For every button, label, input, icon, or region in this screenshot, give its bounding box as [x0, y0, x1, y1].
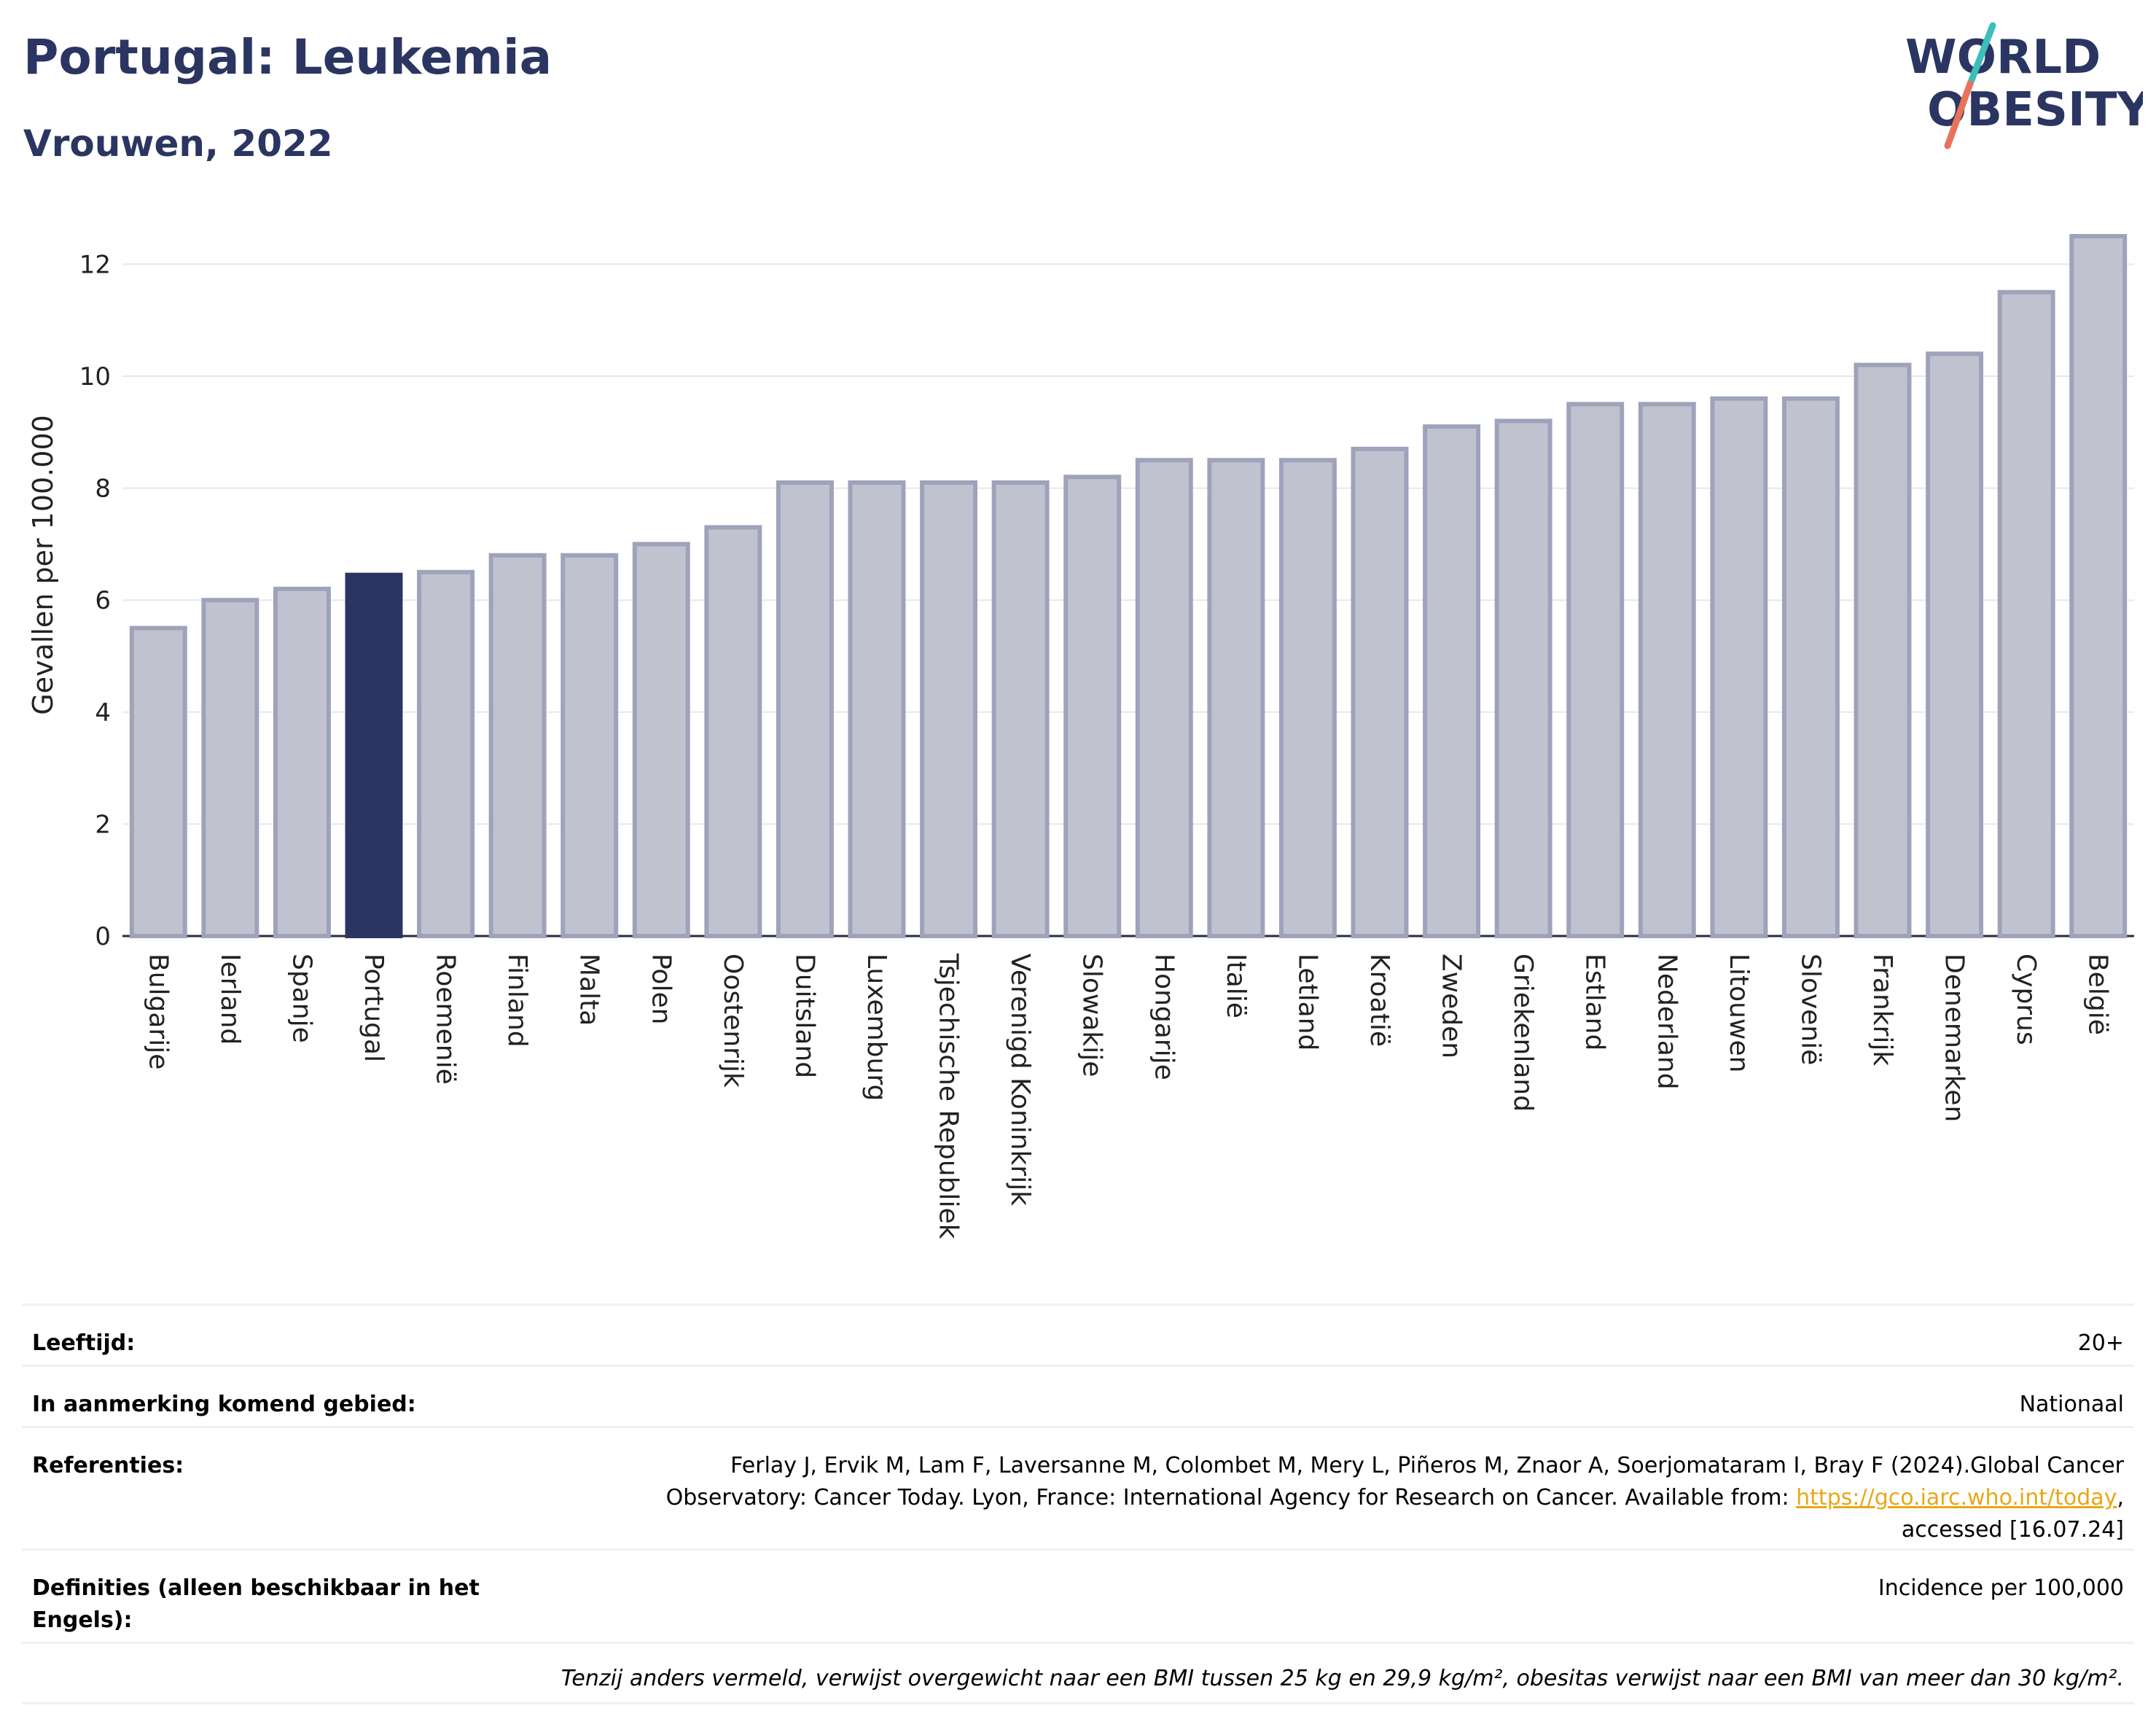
bar-letland [1278, 458, 1337, 938]
x-tick-label: Denemarken [1940, 954, 1969, 1122]
info-row-age: Leeftijd: 20+ [22, 1303, 2134, 1365]
x-tick-label: Slowakije [1077, 954, 1107, 1077]
x-tick-label: Spanje [286, 954, 316, 1043]
x-tick-label: Polen [646, 954, 676, 1024]
x-tick-labels: Bulgarije Ierland Spanje Portugal Roemenië Fi… [143, 953, 2112, 1239]
bar-nederland [1638, 402, 1696, 938]
x-tick-label: Finland [502, 954, 532, 1048]
bar-duitsland [776, 480, 834, 938]
logo-word-world: WORLD [1905, 31, 2101, 85]
references-line-2: Observatory: Cancer Today. Lyon, France:… [665, 1485, 1797, 1510]
x-tick-label: Estland [1580, 954, 1610, 1050]
x-tick-label: Letland [1292, 954, 1322, 1050]
footnote: Tenzij anders vermeld, verwijst overgewi… [22, 1642, 2134, 1704]
bar-zweden [1423, 424, 1481, 938]
y-tick-label: 6 [95, 586, 111, 615]
bar-griekenland [1494, 418, 1552, 938]
page-subtitle: Vrouwen, 2022 [23, 122, 333, 165]
logo-slash-top [1966, 22, 1996, 87]
x-tick-label: Slovenië [1795, 954, 1825, 1065]
bar-oostenrijk [704, 525, 762, 938]
x-tick-label: Duitsland [789, 954, 819, 1078]
y-tick-label: 8 [95, 475, 111, 504]
x-tick-label: Litouwen [1724, 954, 1754, 1072]
x-tick-label: Ierland [215, 954, 245, 1045]
x-tick-label: Cyprus [2011, 954, 2041, 1045]
bar-chart: 0 2 4 6 8 10 12 Bulgarije Ierland Spanje Portugal… [27, 234, 2134, 1239]
x-tick-label: Roemenië [431, 954, 461, 1085]
definitions-label: Definities (alleen beschikbaar in het En… [32, 1575, 480, 1633]
bar-frankrijk [1854, 362, 1912, 938]
references-label: Referenties: [32, 1453, 184, 1478]
age-label: Leeftijd: [32, 1330, 136, 1356]
bar-spanje [273, 586, 331, 939]
references-line-3: accessed [16.07.24] [1901, 1517, 2124, 1543]
x-tick-label: Portugal [359, 954, 388, 1062]
y-tick-labels: 0 2 4 6 8 10 12 [79, 250, 111, 951]
bar-luxemburg [848, 480, 906, 938]
bar-polen [632, 542, 690, 938]
bar-ierland [201, 598, 259, 938]
bar-verenigd-koninkrijk [991, 480, 1050, 938]
bar-slowakije [1063, 475, 1122, 938]
info-row-definitions: Definities (alleen beschikbaar in het En… [22, 1548, 2134, 1642]
y-tick-label: 10 [79, 362, 111, 391]
area-value: Nationaal [2019, 1392, 2124, 1417]
x-tick-label: Tsjechische Republiek [934, 953, 964, 1239]
x-tick-label: Italië [1221, 954, 1251, 1018]
page-title: Portugal: Leukemia [23, 29, 552, 85]
x-tick-label: Bulgarije [143, 954, 173, 1069]
x-tick-label: Luxemburg [862, 954, 891, 1101]
age-value: 20+ [2077, 1330, 2124, 1356]
x-tick-label: Zweden [1437, 954, 1466, 1058]
bar-slovenië [1781, 396, 1840, 938]
bar-bulgarije [129, 625, 187, 938]
info-row-references: Referenties: Ferlay J, Ervik M, Lam F, L… [22, 1426, 2134, 1548]
bar-finland [488, 553, 547, 938]
x-tick-label: Hongarije [1149, 954, 1179, 1080]
bar-portugal [345, 572, 403, 938]
y-tick-label: 4 [95, 698, 111, 728]
references-line-2-end: , [2117, 1485, 2124, 1510]
y-tick-label: 0 [95, 922, 111, 951]
x-tick-label: Frankrijk [1867, 954, 1897, 1066]
x-tick-label: Kroatië [1364, 954, 1394, 1047]
bar-litouwen [1710, 396, 1768, 938]
x-tick-label: Malta [574, 954, 604, 1026]
y-tick-label: 2 [95, 810, 111, 839]
x-tick-label: Oostenrijk [718, 954, 748, 1088]
bar-tsjechische-republiek [920, 480, 978, 938]
bars [129, 234, 2128, 939]
info-row-area: In aanmerking komend gebied: Nationaal [22, 1365, 2134, 1426]
references-value: Ferlay J, Ervik M, Lam F, Laversanne M, … [520, 1450, 2124, 1546]
info-table: Leeftijd: 20+ In aanmerking komend gebie… [22, 1303, 2134, 1704]
x-tick-label: Verenigd Koninkrijk [1005, 954, 1035, 1206]
bar-belgië [2069, 234, 2128, 938]
bar-denemarken [1926, 351, 1984, 938]
x-tick-label: Nederland [1652, 954, 1682, 1090]
world-obesity-logo: WORLD OBESITY [1905, 22, 2143, 149]
bar-estland [1566, 402, 1625, 938]
logo-slash-bottom [1944, 80, 1974, 149]
y-tick-label: 12 [79, 250, 111, 279]
bar-cyprus [1997, 289, 2055, 938]
x-tick-label: België [2083, 954, 2113, 1035]
bar-malta [561, 553, 619, 938]
area-label: In aanmerking komend gebied: [32, 1392, 416, 1417]
references-link[interactable]: https://gco.iarc.who.int/today [1796, 1485, 2117, 1510]
references-line-1: Ferlay J, Ervik M, Lam F, Laversanne M, … [730, 1453, 2124, 1478]
y-axis-label: Gevallen per 100.000 [27, 415, 59, 715]
definitions-value: Incidence per 100,000 [1878, 1575, 2124, 1601]
bar-italië [1207, 458, 1265, 938]
bar-kroatië [1351, 446, 1409, 938]
bar-hongarije [1135, 458, 1193, 938]
x-tick-label: Griekenland [1508, 954, 1538, 1112]
bar-roemenië [417, 569, 475, 938]
